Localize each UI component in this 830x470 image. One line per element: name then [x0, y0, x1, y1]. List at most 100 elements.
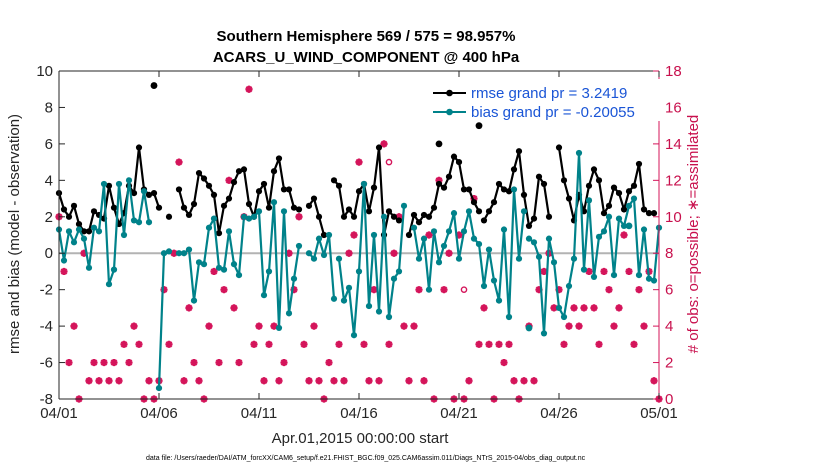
bias-point: [620, 222, 628, 229]
rmse-point: [330, 177, 338, 184]
rmse-point: [195, 169, 203, 177]
rmse-point: [90, 208, 98, 215]
rmse-point: [370, 184, 378, 191]
bias-point: [625, 202, 633, 209]
obs-assimilated-marker: [395, 213, 403, 221]
rmse-point: [625, 188, 633, 195]
bias-point: [210, 215, 218, 222]
rmse-point: [105, 182, 113, 189]
bias-point: [435, 259, 443, 266]
bias-point: [145, 219, 153, 226]
legend-bias-label: bias grand pr = -0.20055: [471, 104, 635, 121]
bias-point: [530, 239, 538, 246]
chart-subtitle: ACARS_U_WIND_COMPONENT @ 400 hPa: [213, 49, 520, 66]
obs-assimilated-marker: [610, 322, 618, 330]
rmse-point: [135, 144, 143, 151]
rmse-point: [390, 213, 398, 220]
y-tick-label-left: -2: [40, 282, 53, 299]
bias-point: [485, 246, 493, 253]
bias-point: [575, 149, 583, 157]
rmse-point: [280, 186, 288, 193]
obs-assimilated-marker: [245, 85, 253, 93]
y-tick-label-right: 18: [665, 63, 682, 80]
bias-point: [245, 215, 253, 222]
bias-point: [475, 241, 483, 248]
bias-point: [235, 271, 243, 279]
rmse-point: [525, 222, 533, 229]
rmse-point: [420, 211, 428, 219]
bias-point: [180, 250, 188, 257]
bias-point: [415, 255, 423, 262]
rmse-point: [485, 208, 493, 215]
obs-assimilated-marker: [335, 340, 343, 348]
y-tick-label-left: -8: [40, 391, 53, 408]
bias-point: [570, 255, 578, 262]
bias-point: [65, 228, 73, 235]
y-tick-label-left: 6: [45, 136, 53, 153]
bias-point: [70, 239, 78, 246]
bias-point: [120, 231, 128, 239]
rmse-point: [180, 204, 188, 211]
bias-point: [220, 266, 228, 273]
bias-point: [360, 180, 368, 188]
rmse-point: [310, 195, 318, 202]
obs-assimilated-marker: [640, 322, 648, 330]
rmse-point: [185, 211, 193, 219]
y-tick-label-left: 0: [45, 245, 53, 262]
bias-point: [380, 213, 388, 220]
bias-point: [275, 324, 283, 332]
rmse-point: [355, 188, 363, 195]
rmse-point: [495, 180, 503, 188]
bias-point: [555, 304, 563, 311]
obs-assimilated-marker: [195, 377, 203, 385]
rmse-point: [500, 186, 508, 193]
legend-rmse-marker: [446, 89, 453, 97]
obs-assimilated-marker: [555, 286, 563, 294]
obs-assimilated-marker: [585, 267, 593, 276]
y-axis-left: -8 -6 -4 -2 0 2 4 6 8 10: [36, 63, 65, 408]
obs-assimilated-marker: [470, 194, 478, 203]
obs-assimilated-marker: [315, 377, 323, 385]
x-tick-label: 04/26: [540, 405, 578, 422]
bias-point: [345, 284, 353, 291]
rmse-point: [645, 210, 653, 217]
rmse-point: [375, 144, 383, 151]
rmse-point: [465, 186, 473, 193]
obs-possible-marker: [385, 158, 393, 166]
legend: rmse grand pr = 3.2419 bias grand pr = -…: [427, 79, 665, 121]
bias-point: [425, 286, 433, 293]
rmse-point: [305, 202, 313, 209]
obs-assimilated-marker: [180, 377, 188, 385]
rmse-point: [470, 199, 478, 206]
bias-point: [155, 384, 163, 392]
obs-assimilated-marker: [550, 304, 558, 312]
y-axis-right: 0 2 4 6 8 10 12 14 16 18: [653, 63, 682, 408]
bias-point: [105, 281, 113, 288]
rmse-point: [65, 213, 73, 220]
rmse-point: [60, 206, 68, 213]
bias-point: [110, 266, 118, 273]
bias-point: [535, 253, 543, 260]
rmse-point: [285, 186, 293, 193]
obs-assimilated-marker: [400, 322, 408, 330]
bias-point: [505, 313, 513, 321]
obs-assimilated-marker: [350, 231, 358, 239]
rmse-point: [350, 213, 358, 220]
bias-point: [470, 235, 478, 242]
obs-assimilated-marker: [165, 340, 173, 348]
bias-point: [410, 224, 418, 231]
obs-assimilated-marker: [380, 140, 388, 148]
rmse-point: [240, 166, 248, 173]
obs-assimilated-marker: [105, 377, 113, 385]
rmse-point: [395, 217, 403, 224]
bias-point: [320, 251, 328, 259]
legend-bias-marker: [446, 108, 453, 116]
obs-assimilated-marker: [170, 249, 178, 257]
bias-point: [560, 313, 568, 321]
obs-assimilated-marker: [565, 322, 573, 330]
obs-assimilated-marker: [330, 377, 338, 385]
y-tick-label-right: 8: [665, 245, 673, 262]
obs-assimilated-marker: [375, 377, 383, 385]
obs-assimilated-marker: [135, 340, 143, 348]
obs-assimilated-marker: [290, 286, 298, 294]
